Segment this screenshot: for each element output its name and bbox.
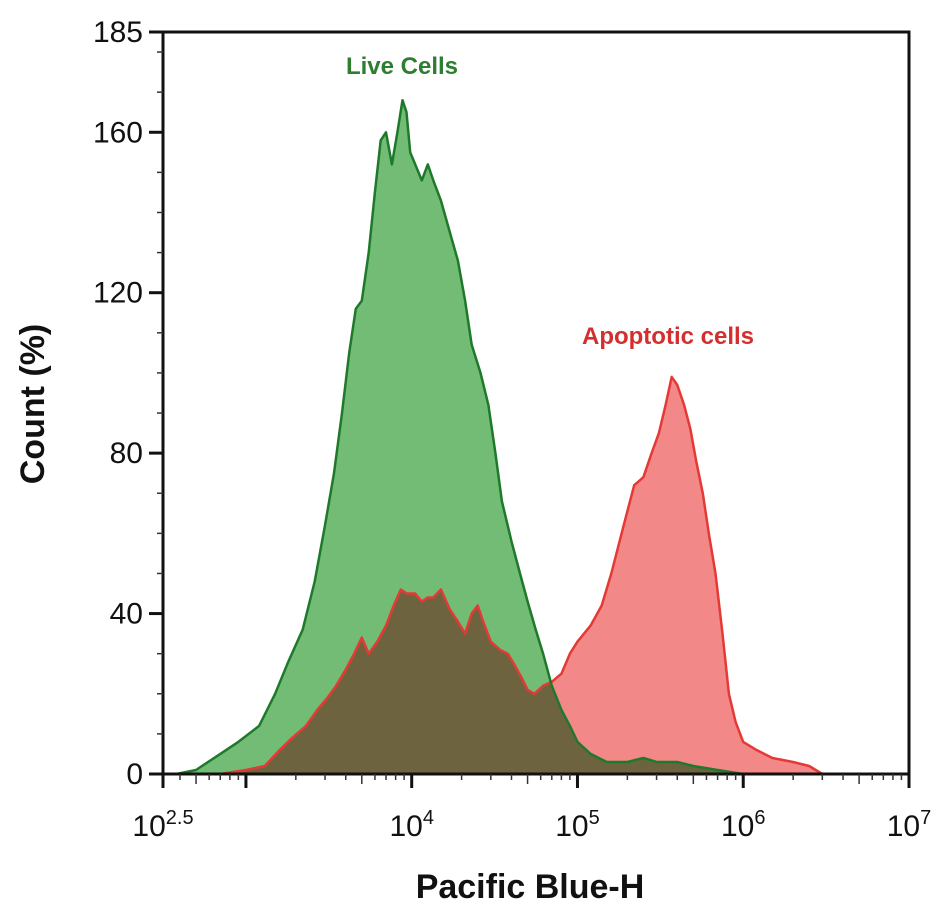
series-outlines — [176, 98, 823, 776]
series-0-line — [176, 98, 744, 776]
x-axis: 102.5 104 105 106 107 — [132, 774, 931, 843]
annotation-apoptotic-cells: Apoptotic cells — [582, 323, 754, 350]
y-tick-label-4: 160 — [93, 116, 143, 149]
x-axis-title: Pacific Blue-H — [416, 868, 645, 906]
x-tick-label-3: 106 — [721, 807, 766, 843]
x-tick-label-4: 107 — [887, 807, 932, 843]
x-tick-label-1: 104 — [389, 807, 434, 843]
y-tick-label-0: 0 — [126, 758, 143, 791]
plot-frame — [161, 30, 911, 776]
x-tick-label-0: 102.5 — [132, 807, 193, 843]
x-tick-label-2: 105 — [555, 807, 600, 843]
series-0-area — [176, 100, 744, 774]
y-tick-label-5: 185 — [93, 16, 143, 49]
y-tick-label-2: 80 — [110, 437, 143, 470]
y-tick-label-3: 120 — [93, 277, 143, 310]
y-axis-title: Count (%) — [14, 324, 52, 485]
y-tick-label-1: 40 — [110, 598, 143, 631]
y-axis: 0 40 80 120 160 185 — [93, 16, 163, 791]
annotation-live-cells: Live Cells — [346, 53, 458, 80]
series-1-line — [220, 375, 823, 776]
series-fills — [176, 100, 823, 774]
